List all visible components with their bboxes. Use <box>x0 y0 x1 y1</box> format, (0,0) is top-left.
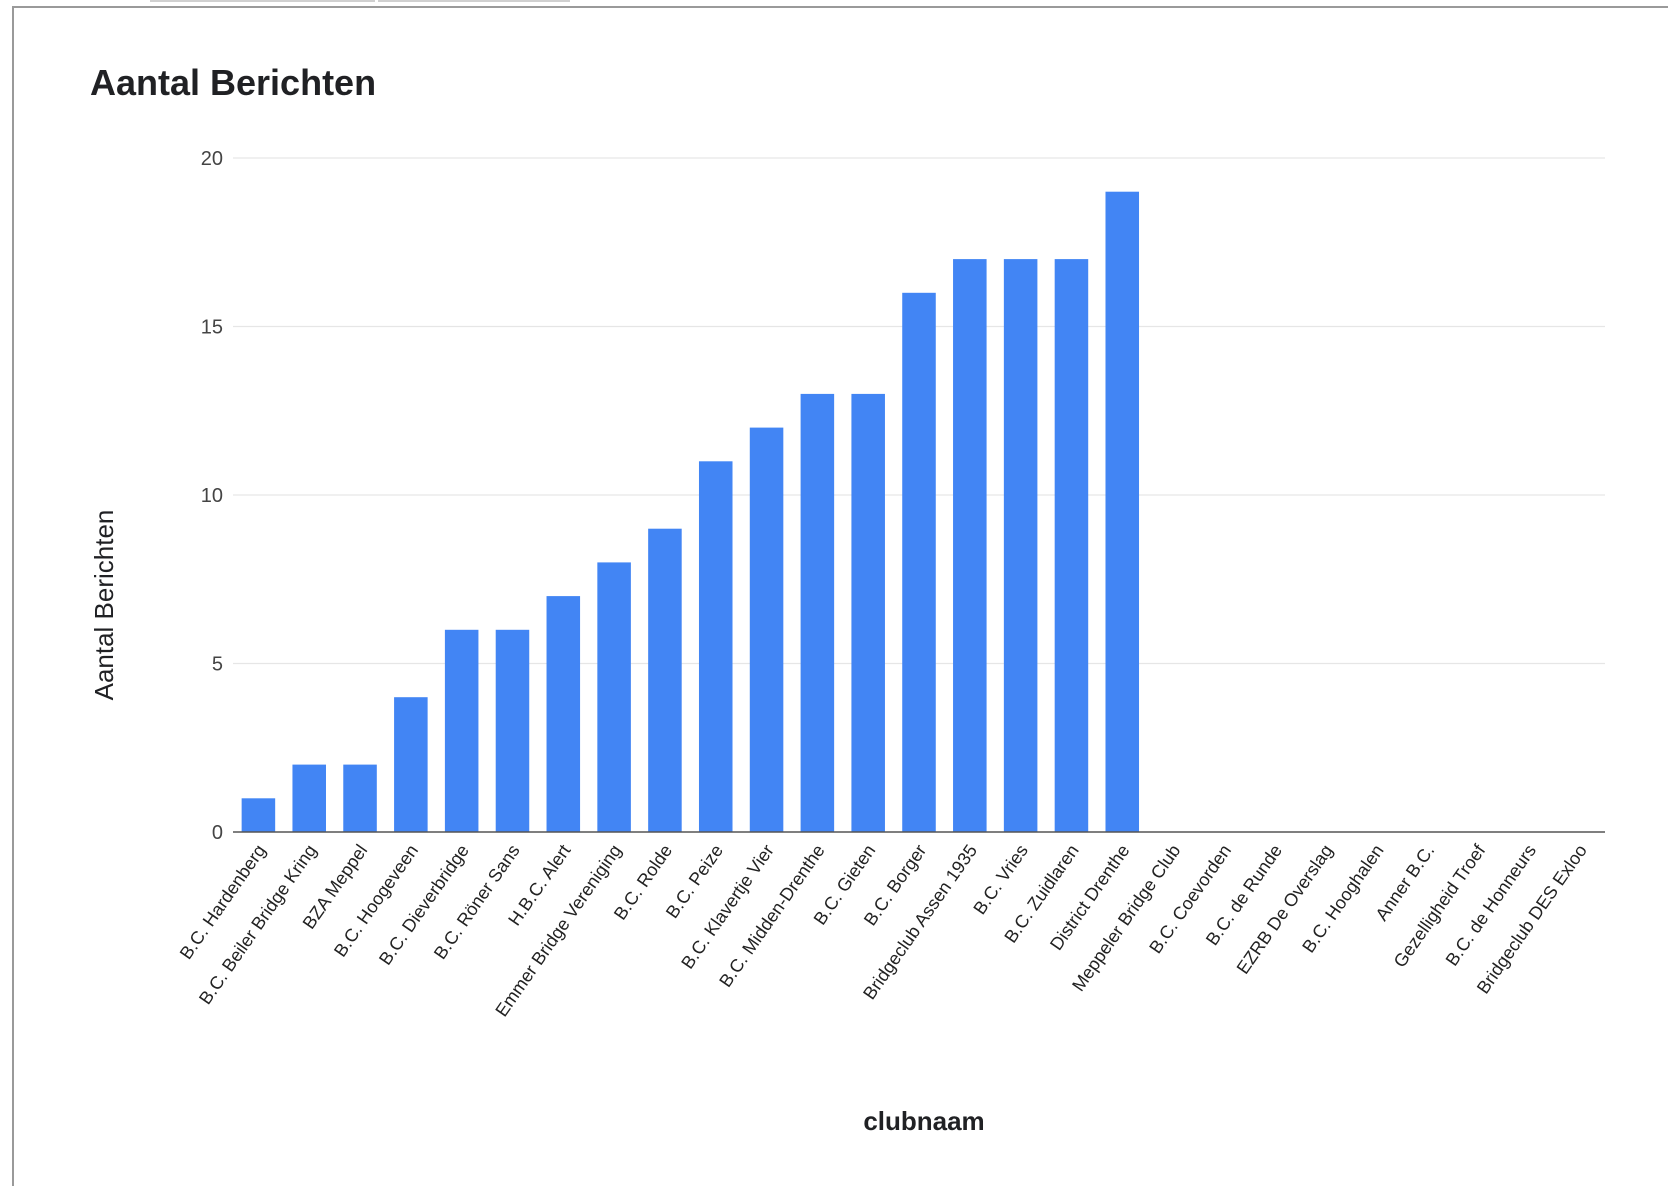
tab-divider <box>378 0 570 2</box>
chart-frame <box>12 6 1668 1186</box>
x-axis-title: clubnaam <box>863 1106 984 1136</box>
bar <box>749 427 784 832</box>
bar <box>495 629 530 832</box>
bar <box>1054 259 1089 833</box>
y-axis-ticks: 0 5 10 15 20 <box>201 148 223 844</box>
y-tick-label: 10 <box>201 485 223 507</box>
bar <box>597 562 631 832</box>
y-axis-title: Aantal Berichten <box>89 510 119 701</box>
bar <box>648 528 682 832</box>
bar <box>546 596 581 832</box>
tab-divider <box>150 0 375 2</box>
bar <box>698 461 733 832</box>
bar <box>1105 191 1140 832</box>
chart-title: Aantal Berichten <box>90 62 377 103</box>
bar <box>800 393 835 832</box>
bar <box>851 393 885 832</box>
bar <box>394 697 428 832</box>
x-tick-label: B.C. de Honneurs <box>1442 841 1540 970</box>
bar <box>1003 259 1038 833</box>
bar <box>343 764 377 832</box>
bar <box>292 764 326 832</box>
bar <box>953 259 987 833</box>
y-tick-label: 0 <box>212 822 223 844</box>
bar <box>241 798 276 832</box>
x-tick-label: Gezelligheid Troef <box>1390 840 1490 971</box>
y-tick-label: 15 <box>201 317 223 339</box>
x-tick-label: B.C. Dieverbridge <box>375 841 473 969</box>
x-tick-label: EZRB De Overslag <box>1233 841 1337 978</box>
bars <box>241 191 1140 833</box>
y-tick-label: 20 <box>201 148 223 170</box>
y-tick-label: 5 <box>212 654 223 676</box>
window-top-strip <box>0 0 1672 8</box>
bar <box>444 629 479 832</box>
x-tick-label: B.C. Klavertje Vier <box>677 841 778 973</box>
bar <box>902 292 936 832</box>
